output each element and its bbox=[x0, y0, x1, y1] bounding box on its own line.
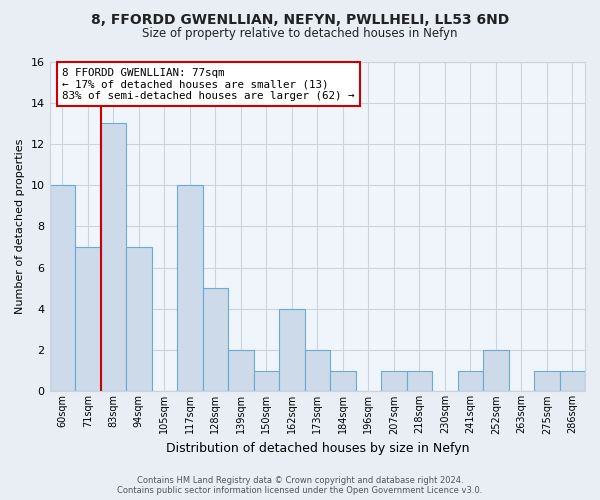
X-axis label: Distribution of detached houses by size in Nefyn: Distribution of detached houses by size … bbox=[166, 442, 469, 455]
Bar bbox=[126, 247, 152, 392]
Bar bbox=[560, 371, 585, 392]
Bar bbox=[203, 288, 228, 392]
Bar bbox=[407, 371, 432, 392]
Text: Size of property relative to detached houses in Nefyn: Size of property relative to detached ho… bbox=[142, 28, 458, 40]
Bar bbox=[279, 309, 305, 392]
Bar bbox=[483, 350, 509, 392]
Bar bbox=[458, 371, 483, 392]
Bar bbox=[305, 350, 330, 392]
Bar bbox=[534, 371, 560, 392]
Bar bbox=[50, 185, 75, 392]
Y-axis label: Number of detached properties: Number of detached properties bbox=[15, 139, 25, 314]
Bar bbox=[228, 350, 254, 392]
Bar bbox=[101, 124, 126, 392]
Text: 8, FFORDD GWENLLIAN, NEFYN, PWLLHELI, LL53 6ND: 8, FFORDD GWENLLIAN, NEFYN, PWLLHELI, LL… bbox=[91, 12, 509, 26]
Bar bbox=[75, 247, 101, 392]
Bar bbox=[381, 371, 407, 392]
Bar bbox=[330, 371, 356, 392]
Bar bbox=[177, 185, 203, 392]
Bar bbox=[254, 371, 279, 392]
Text: Contains HM Land Registry data © Crown copyright and database right 2024.
Contai: Contains HM Land Registry data © Crown c… bbox=[118, 476, 482, 495]
Text: 8 FFORDD GWENLLIAN: 77sqm
← 17% of detached houses are smaller (13)
83% of semi-: 8 FFORDD GWENLLIAN: 77sqm ← 17% of detac… bbox=[62, 68, 355, 101]
